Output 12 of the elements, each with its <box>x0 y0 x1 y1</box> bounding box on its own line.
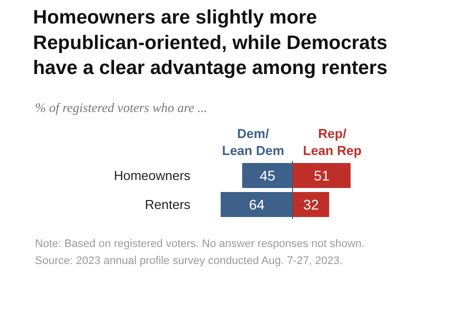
chart-subtitle: % of registered voters who are ... <box>35 100 208 115</box>
y-tick-label: Homeowners <box>114 168 191 184</box>
series-label: Dem/ Lean Dem <box>222 126 284 158</box>
source-note: Source: 2023 annual profile survey conducted Aug. 7-27, 2023. <box>35 255 343 267</box>
data-label: 45 <box>260 168 276 184</box>
y-tick-label: Renters <box>144 197 191 212</box>
text: Note: Based on registered voters. No answer responses not shown. <box>35 238 365 250</box>
chart-title: Homeowners are slightly more Republican-oriented, while Democrats have a clear advantage among renters <box>33 6 388 80</box>
data-label: 64 <box>248 196 265 212</box>
data-label: 51 <box>314 168 330 184</box>
data-label: 32 <box>303 196 319 212</box>
series-label: Rep/ Lean Rep <box>303 126 362 158</box>
